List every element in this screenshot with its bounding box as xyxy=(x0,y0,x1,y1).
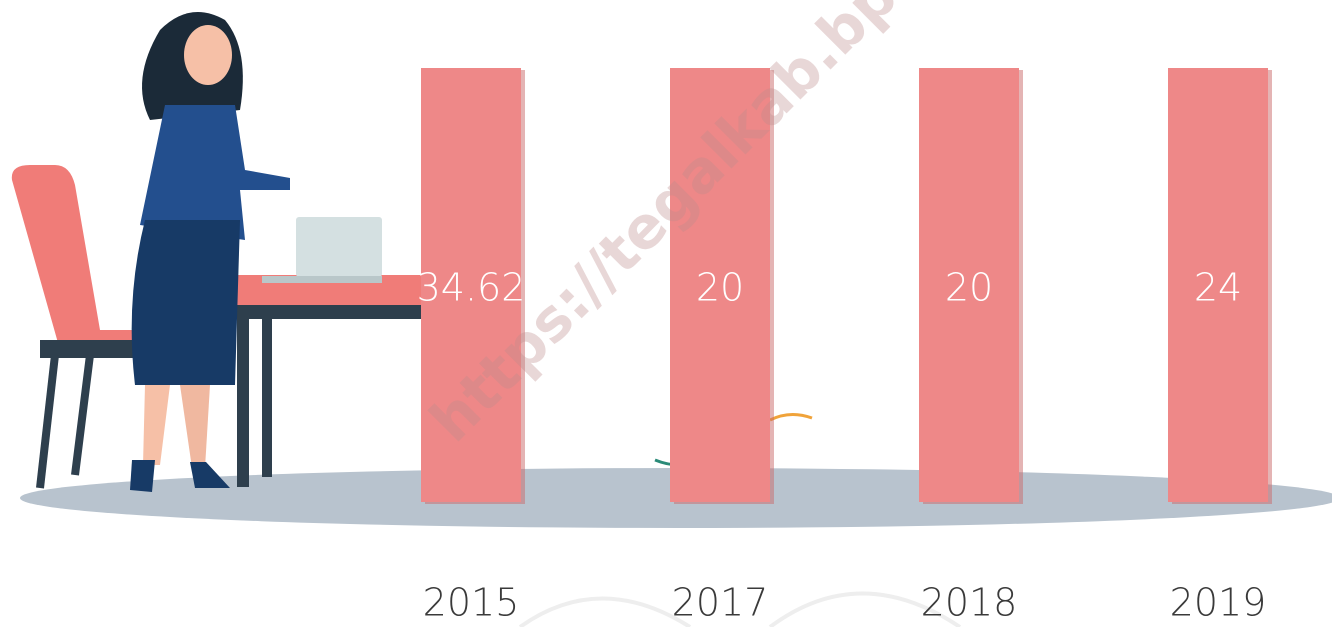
leg xyxy=(180,385,210,468)
table-frame xyxy=(225,305,425,319)
laptop-screen xyxy=(296,217,382,277)
decor-arc xyxy=(520,599,690,627)
shoe xyxy=(130,460,155,492)
table-leg xyxy=(237,315,249,487)
value-label: 20 xyxy=(696,266,744,310)
laptop-base xyxy=(262,276,382,283)
jacket xyxy=(140,105,290,240)
skirt xyxy=(132,220,240,385)
face xyxy=(184,25,232,85)
chair-back xyxy=(12,165,140,350)
shoe xyxy=(190,462,230,488)
infographic: https://tegalkab.bps.g 34.62201520201720… xyxy=(0,0,1332,627)
chair-leg xyxy=(40,355,55,488)
value-label: 20 xyxy=(945,266,993,310)
year-label: 2015 xyxy=(423,581,520,625)
table-leg xyxy=(262,315,272,477)
decor-squiggle xyxy=(770,414,812,420)
chair-leg xyxy=(75,355,90,475)
value-label: 34.62 xyxy=(417,266,526,310)
year-label: 2019 xyxy=(1170,581,1267,625)
leg xyxy=(143,385,170,465)
value-label: 24 xyxy=(1194,266,1242,310)
illustration: https://tegalkab.bps.g 34.62201520201720… xyxy=(0,0,1332,627)
year-label: 2018 xyxy=(921,581,1018,625)
year-label: 2017 xyxy=(672,581,769,625)
